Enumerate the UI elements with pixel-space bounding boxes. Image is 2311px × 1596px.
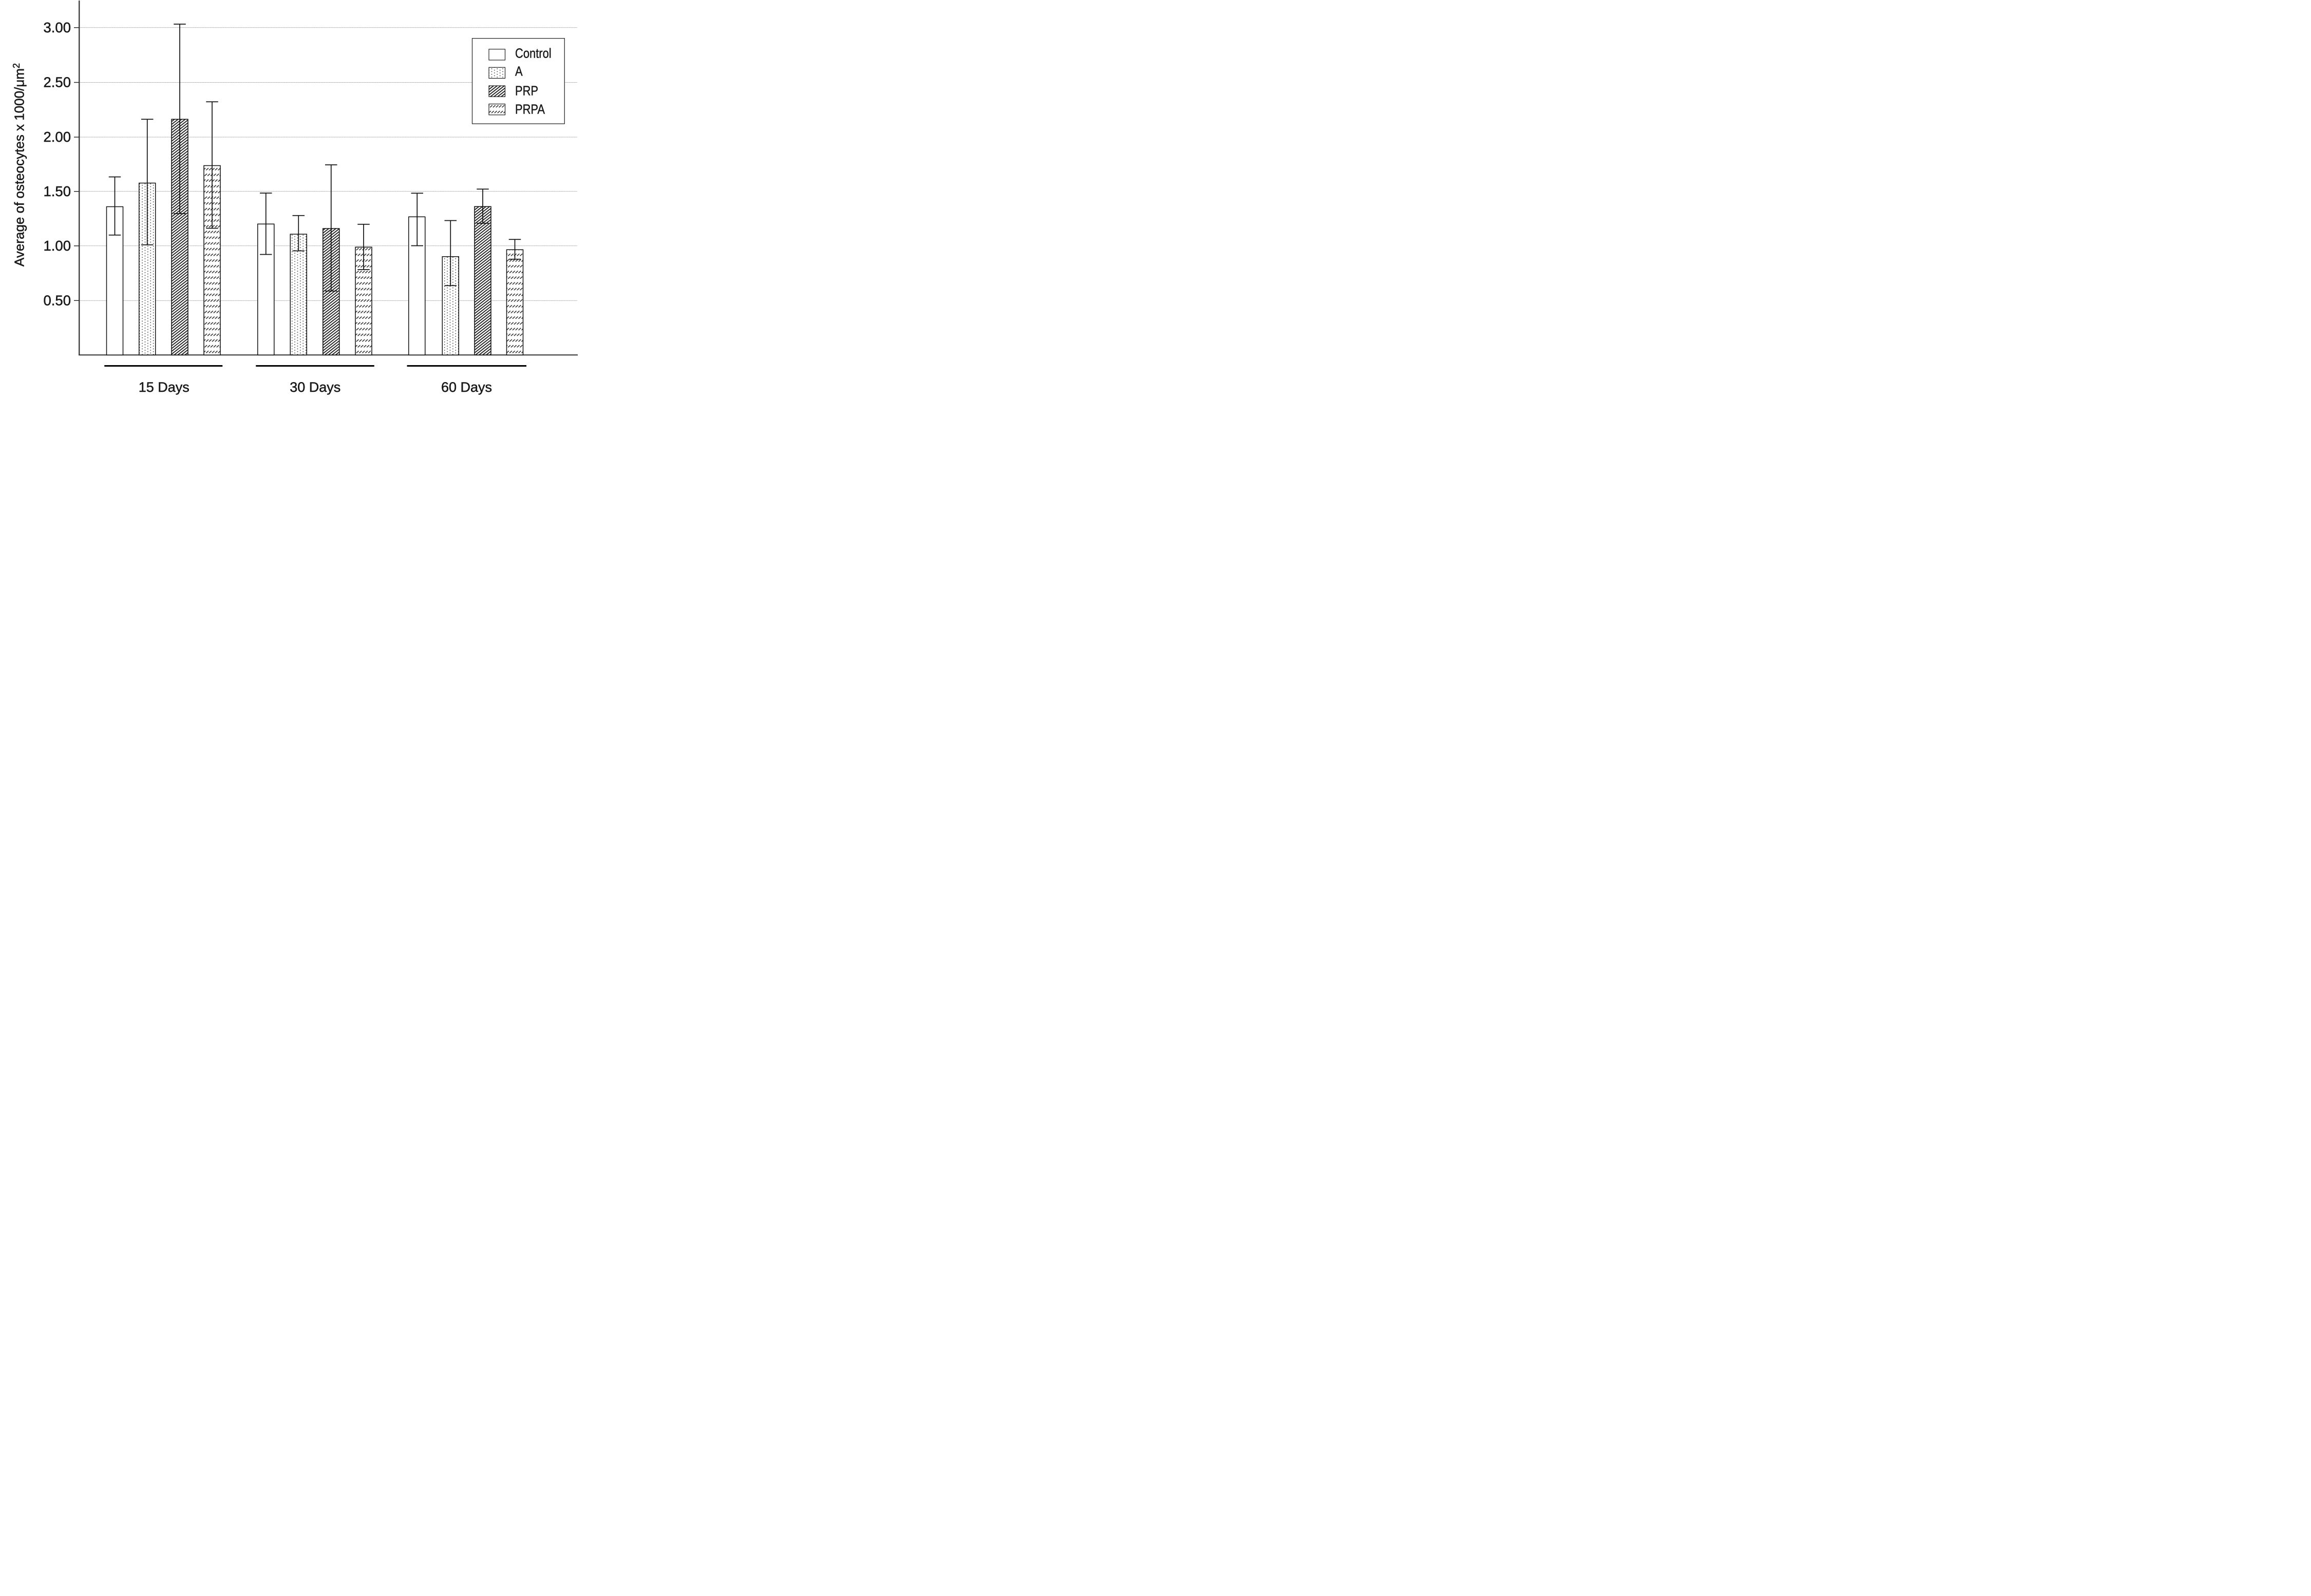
svg-text:30 Days: 30 Days: [290, 379, 340, 395]
svg-text:2.50: 2.50: [43, 74, 71, 90]
svg-text:A: A: [515, 64, 523, 79]
svg-text:2.00: 2.00: [43, 129, 71, 145]
svg-text:Average of osteocytes x 1000/μ: Average of osteocytes x 1000/μm2: [11, 63, 27, 267]
svg-text:60 Days: 60 Days: [441, 379, 492, 395]
svg-text:0.50: 0.50: [43, 292, 71, 308]
svg-text:1.50: 1.50: [43, 183, 71, 199]
svg-text:1.00: 1.00: [43, 238, 71, 254]
svg-text:PRPA: PRPA: [515, 102, 545, 117]
svg-text:Control: Control: [515, 46, 552, 61]
svg-text:3.00: 3.00: [43, 20, 71, 35]
svg-text:15 Days: 15 Days: [139, 379, 190, 395]
svg-text:PRP: PRP: [515, 84, 538, 99]
